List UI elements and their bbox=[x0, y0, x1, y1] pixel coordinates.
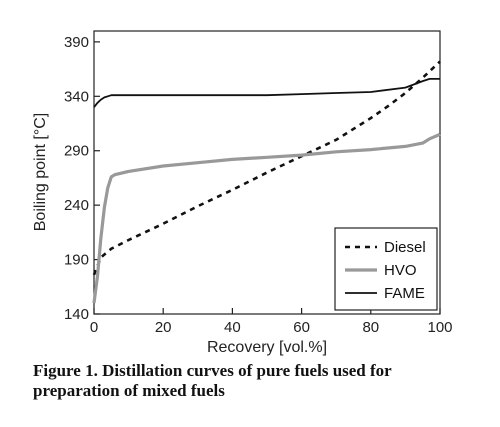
y-tick-label: 290 bbox=[64, 143, 89, 160]
y-axis: 140 190 240 290 340 390 bbox=[64, 34, 100, 323]
y-axis-title: Boiling point [°C] bbox=[32, 113, 49, 231]
y-tick-label: 390 bbox=[64, 34, 89, 51]
x-tick-label: 80 bbox=[362, 319, 379, 336]
x-tick-label: 100 bbox=[427, 319, 452, 336]
y-tick-label: 190 bbox=[64, 252, 89, 269]
x-tick-label: 0 bbox=[90, 319, 98, 336]
plot-frame bbox=[93, 30, 441, 315]
x-tick-label: 20 bbox=[155, 319, 172, 336]
x-tick-label: 40 bbox=[224, 319, 241, 336]
figure-caption: Figure 1. Distillation curves of pure fu… bbox=[33, 361, 392, 400]
y-tick-label: 340 bbox=[64, 88, 89, 105]
x-axis: 0 20 40 60 80 100 bbox=[90, 308, 453, 336]
legend: Diesel HVO FAME bbox=[334, 227, 438, 311]
series-layer bbox=[92, 60, 441, 304]
y-tick-label: 140 bbox=[64, 306, 89, 323]
y-tick-label: 240 bbox=[64, 197, 89, 214]
series-fame-line bbox=[93, 78, 440, 108]
x-axis-title: Recovery [vol.%] bbox=[207, 339, 327, 356]
distillation-chart: 140 190 240 290 340 390 0 20 40 60 80 100 Diesel H… bbox=[32, 30, 453, 356]
legend-fame-label: FAME bbox=[384, 285, 425, 302]
series-hvo-line bbox=[92, 132, 441, 304]
legend-hvo-label: HVO bbox=[384, 262, 417, 279]
x-tick-label: 60 bbox=[293, 319, 310, 336]
legend-diesel-label: Diesel bbox=[384, 239, 426, 256]
